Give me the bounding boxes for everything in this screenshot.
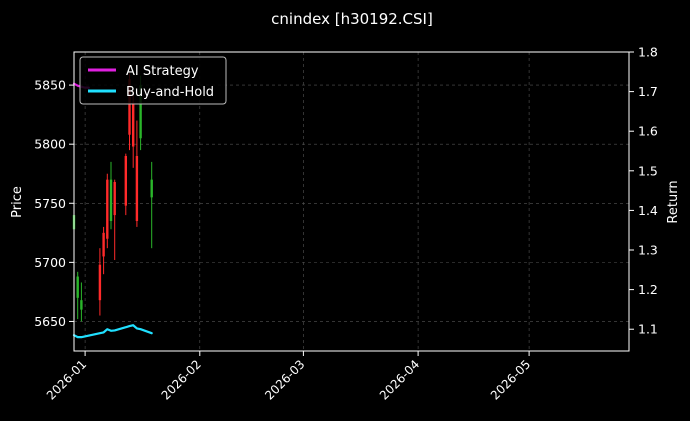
series-line-buy-and-hold [72, 324, 153, 339]
y-left-tick-label: 5800 [34, 137, 66, 152]
legend: AI Strategy Buy-and-Hold [79, 56, 227, 105]
y-right-tick-label: 1.2 [638, 282, 658, 297]
y-axis-right: 1.1 1.2 1.3 1.4 1.5 1.6 1.7 1.8 [629, 45, 658, 337]
candle-body [150, 179, 153, 198]
candle-body [76, 276, 79, 298]
chart-title: cnindex [h30192.CSI] [271, 10, 433, 28]
candle-body [109, 179, 113, 221]
x-axis: 2026-01 2026-02 2026-03 2026-04 2026-05 [44, 351, 533, 403]
y-right-tick-label: 1.6 [638, 124, 658, 139]
x-tick-label: 2026-03 [262, 357, 307, 402]
y-right-tick-label: 1.3 [638, 243, 658, 258]
y-right-tick-label: 1.1 [638, 322, 658, 337]
x-tick-label: 2026-04 [377, 357, 422, 402]
legend-box [79, 56, 227, 105]
y-right-tick-label: 1.7 [638, 84, 658, 99]
candle-body [124, 156, 127, 206]
y-left-tick-label: 5750 [34, 196, 66, 211]
candle-body [132, 102, 135, 147]
plot-frame [73, 51, 630, 352]
y-axis-left-label: Price [10, 186, 25, 218]
y-left-tick-label: 5700 [34, 255, 66, 270]
x-tick-label: 2026-05 [488, 357, 533, 402]
candle-body [139, 85, 142, 139]
candle-body [106, 179, 109, 239]
candle-body [128, 79, 131, 135]
candle-body [98, 264, 102, 301]
legend-label-buy-and-hold: Buy-and-Hold [126, 85, 214, 100]
y-right-tick-label: 1.8 [638, 45, 658, 60]
y-left-tick-label: 5650 [34, 314, 66, 329]
y-right-tick-label: 1.4 [638, 203, 658, 218]
y-axis-right-label: Return [666, 180, 681, 223]
y-left-tick-label: 5850 [34, 78, 66, 93]
y-right-tick-label: 1.5 [638, 163, 658, 178]
candle-body [135, 156, 139, 221]
candle-body [113, 182, 116, 216]
candle-body [102, 232, 105, 257]
x-tick-label: 2026-01 [44, 357, 89, 402]
y-axis-left: 5650 5700 5750 5800 5850 [34, 78, 74, 329]
candle-body [80, 300, 83, 310]
grid-lines [74, 52, 629, 351]
legend-label-ai-strategy: AI Strategy [126, 64, 199, 79]
x-tick-label: 2026-02 [159, 357, 204, 402]
